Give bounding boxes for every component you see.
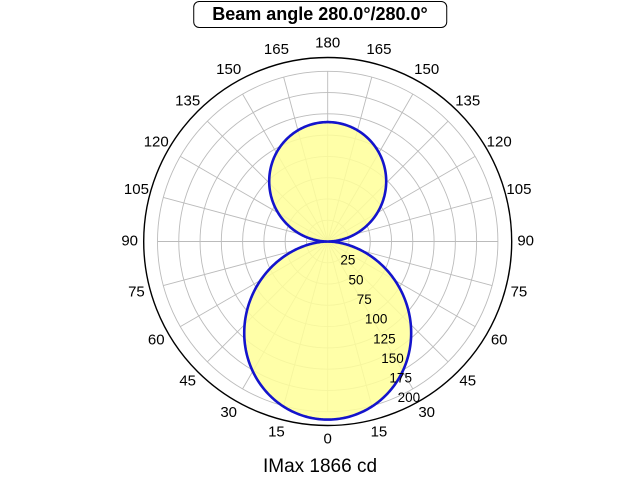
svg-text:30: 30 [418, 404, 435, 421]
svg-text:75: 75 [511, 284, 528, 301]
svg-text:25: 25 [340, 253, 355, 268]
svg-text:150: 150 [381, 351, 404, 366]
svg-text:30: 30 [220, 404, 237, 421]
svg-text:45: 45 [459, 372, 476, 389]
svg-text:135: 135 [175, 92, 200, 109]
svg-text:135: 135 [455, 92, 480, 109]
svg-text:120: 120 [144, 133, 169, 150]
svg-text:100: 100 [365, 312, 388, 327]
svg-text:150: 150 [414, 61, 439, 78]
svg-text:60: 60 [148, 331, 165, 348]
svg-text:75: 75 [128, 284, 145, 301]
svg-text:60: 60 [491, 331, 508, 348]
svg-text:0: 0 [324, 430, 332, 447]
svg-text:175: 175 [389, 371, 412, 386]
svg-text:45: 45 [179, 372, 196, 389]
svg-text:15: 15 [371, 424, 388, 441]
svg-text:105: 105 [506, 181, 531, 198]
svg-text:165: 165 [366, 41, 391, 58]
svg-text:120: 120 [487, 133, 512, 150]
svg-text:90: 90 [121, 232, 138, 249]
svg-text:75: 75 [357, 292, 372, 307]
svg-text:200: 200 [398, 390, 421, 405]
svg-text:50: 50 [349, 272, 364, 287]
svg-text:180: 180 [315, 34, 340, 51]
svg-text:105: 105 [124, 181, 149, 198]
svg-text:90: 90 [517, 232, 534, 249]
svg-text:165: 165 [264, 41, 289, 58]
svg-text:125: 125 [373, 331, 396, 346]
svg-text:150: 150 [216, 61, 241, 78]
svg-text:15: 15 [268, 424, 285, 441]
